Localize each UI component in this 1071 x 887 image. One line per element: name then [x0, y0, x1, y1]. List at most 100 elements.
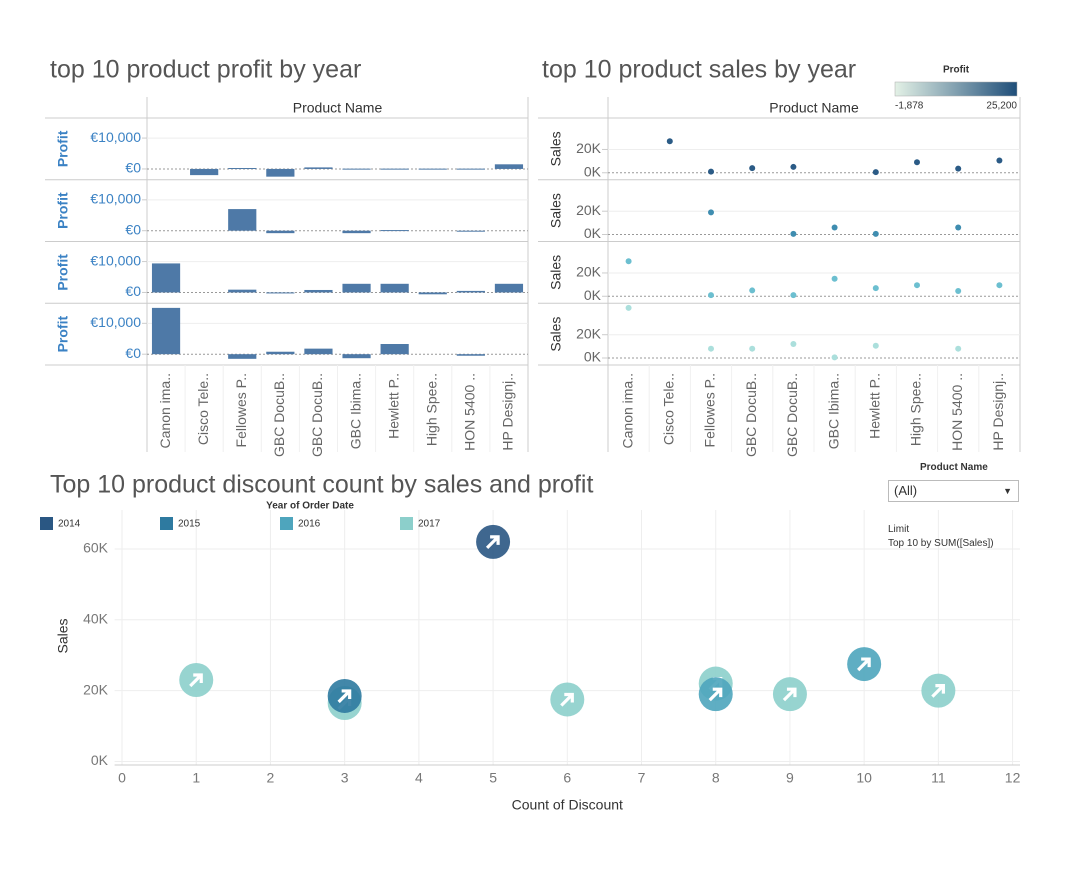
- bar: [494, 164, 524, 169]
- dot: [749, 165, 756, 172]
- dot: [790, 292, 797, 299]
- dot: [790, 341, 797, 348]
- dot: [625, 304, 632, 311]
- y-tick-label: €0: [125, 221, 141, 237]
- legend-title: Year of Order Date: [266, 501, 354, 512]
- bar: [304, 348, 333, 355]
- y-axis-label: Profit: [55, 254, 71, 291]
- legend-title: Profit: [943, 65, 970, 76]
- legend-swatch: [400, 517, 413, 530]
- x-tick-label: 7: [638, 770, 646, 786]
- legend-label: 2017: [418, 519, 441, 530]
- y-tick-label: 20K: [83, 681, 109, 697]
- dropdown-arrow: ▼: [1003, 486, 1012, 496]
- x-tick-label: 8: [712, 770, 720, 786]
- dot: [955, 345, 962, 352]
- filter-dropdown[interactable]: (All) ▼: [888, 480, 1019, 502]
- dot: [955, 224, 962, 231]
- x-tick-label: Canon ima..: [157, 373, 173, 448]
- limit-title: Limit: [888, 524, 910, 535]
- bar: [266, 351, 295, 355]
- x-tick-label: HP Designj..: [500, 373, 516, 451]
- y-tick-label: 20K: [576, 264, 602, 280]
- point-arrow: [560, 692, 574, 707]
- dot: [872, 230, 879, 237]
- y-axis-label: Sales: [548, 193, 564, 228]
- bar: [342, 230, 371, 234]
- y-tick-label: 40K: [83, 610, 109, 626]
- dot: [996, 282, 1003, 289]
- x-tick-label: GBC Ibima..: [347, 373, 363, 449]
- bar: [266, 168, 295, 177]
- x-tick-label: GBC DocuB..: [309, 373, 325, 457]
- y-tick-label: €0: [125, 160, 141, 176]
- y-axis-label: Sales: [548, 317, 564, 352]
- column-header: Product Name: [769, 100, 859, 116]
- bar: [228, 354, 257, 359]
- bar: [151, 307, 181, 355]
- y-axis-label: Sales: [55, 618, 71, 653]
- x-tick-label: 11: [931, 770, 946, 786]
- bar: [380, 283, 409, 293]
- dot: [831, 275, 838, 282]
- legend-label: 2015: [178, 519, 201, 530]
- y-tick-label: 20K: [576, 202, 602, 218]
- bar: [418, 292, 447, 295]
- bar: [456, 168, 485, 170]
- legend-label: 2016: [298, 519, 321, 530]
- point-arrow: [485, 535, 500, 550]
- y-axis-label: Profit: [55, 316, 71, 353]
- point-arrow: [337, 689, 352, 704]
- x-tick-label: GBC DocuB..: [271, 373, 287, 457]
- dot: [708, 345, 714, 352]
- dot: [666, 138, 673, 145]
- y-tick-label: 20K: [576, 325, 602, 341]
- chart-title: top 10 product profit by year: [50, 56, 361, 84]
- y-tick-label: €10,000: [90, 191, 141, 207]
- legend-max: 25,200: [986, 101, 1017, 112]
- dot: [955, 165, 962, 172]
- x-tick-label: GBC DocuB..: [784, 373, 800, 457]
- y-tick-label: 20K: [576, 140, 602, 156]
- x-tick-label: Hewlett P..: [867, 373, 883, 439]
- x-tick-label: 9: [786, 770, 794, 786]
- dot: [790, 163, 797, 170]
- x-tick-label: Fellowes P..: [702, 373, 718, 447]
- x-tick-label: 10: [856, 770, 872, 786]
- dot: [708, 168, 714, 175]
- x-tick-label: 5: [489, 770, 497, 786]
- x-tick-label: Fellowes P..: [233, 373, 249, 447]
- x-tick-label: High Spee..: [423, 373, 439, 446]
- color-ramp: [894, 81, 1018, 97]
- x-tick-label: Hewlett P..: [385, 373, 401, 439]
- y-tick-label: 0K: [91, 752, 109, 768]
- x-tick-label: GBC DocuB..: [743, 373, 759, 457]
- x-tick-label: Cisco Tele..: [661, 373, 677, 445]
- x-axis-label: Count of Discount: [512, 797, 623, 813]
- bar: [494, 283, 524, 293]
- bar: [228, 289, 257, 293]
- legend-min: -1,878: [895, 101, 924, 112]
- x-tick-label: 4: [415, 770, 423, 786]
- dot: [749, 287, 756, 294]
- dot: [872, 342, 879, 349]
- bar: [266, 230, 295, 234]
- dot: [708, 209, 714, 216]
- dot: [831, 354, 838, 361]
- chart-title: Top 10 product discount count by sales a…: [50, 471, 593, 499]
- x-tick-label: 12: [1005, 770, 1021, 786]
- x-tick-label: High Spee..: [908, 373, 924, 446]
- x-tick-label: 0: [118, 770, 126, 786]
- y-tick-label: 60K: [83, 540, 109, 556]
- y-tick-label: €10,000: [90, 129, 141, 145]
- point-arrow: [708, 687, 723, 702]
- legend-swatch: [280, 517, 293, 530]
- legend-swatch: [160, 517, 173, 530]
- dot: [790, 230, 797, 237]
- bar: [380, 168, 409, 170]
- y-axis-label: Sales: [548, 255, 564, 290]
- dot: [625, 258, 632, 265]
- dot: [996, 157, 1003, 164]
